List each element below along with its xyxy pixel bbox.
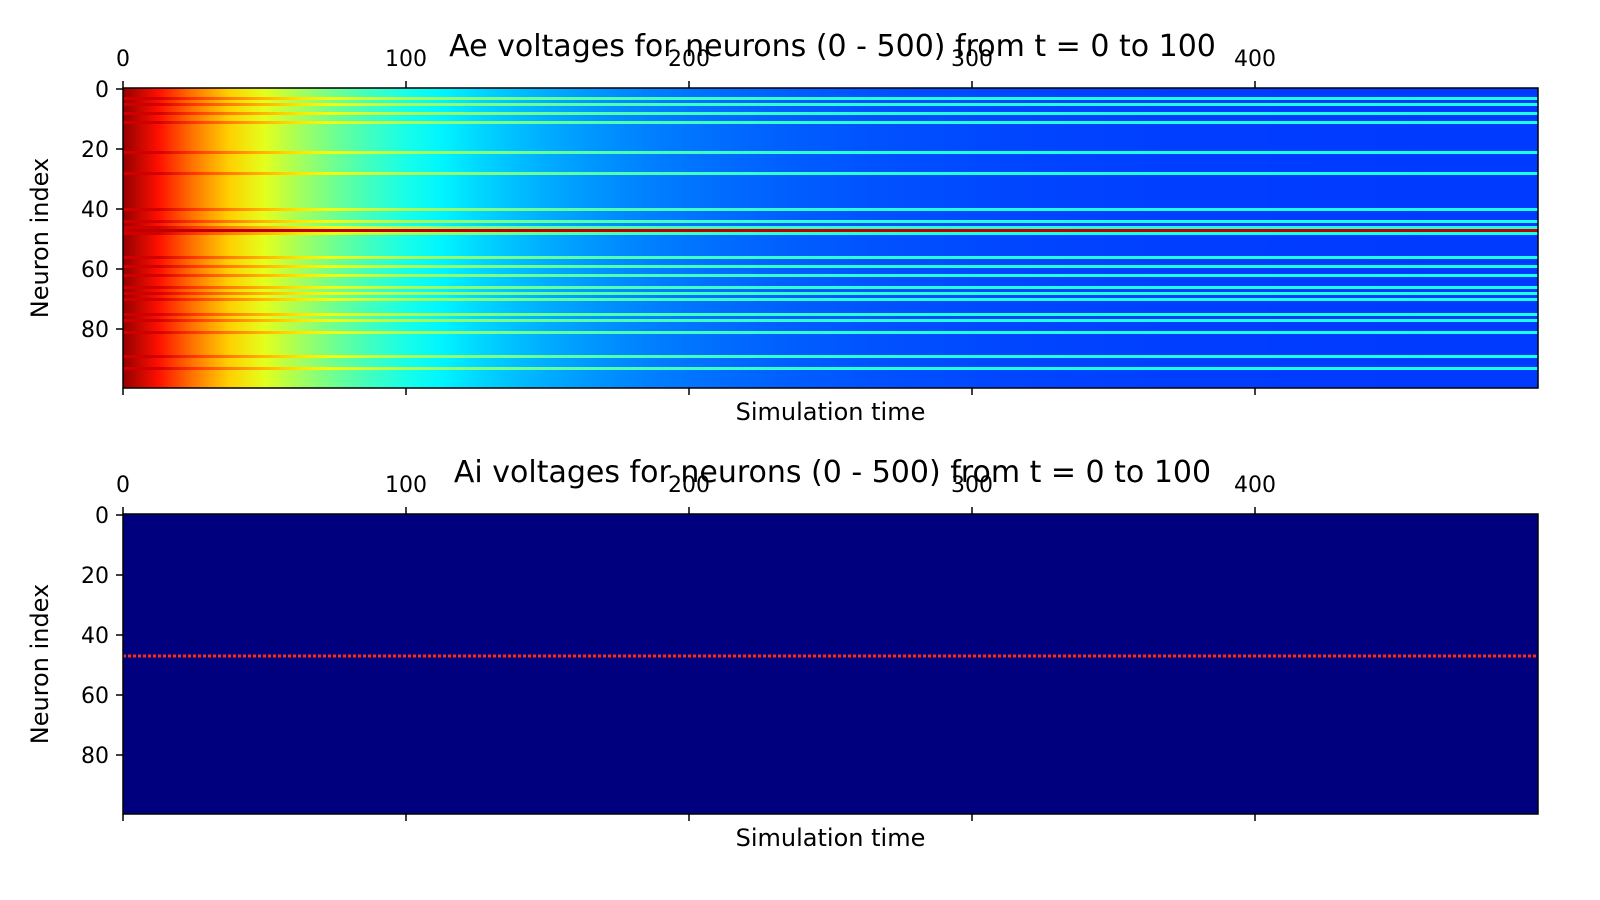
ae-bright-row [123,274,1538,277]
ae-bright-row [123,226,1538,229]
ae-bright-row [123,103,1538,106]
ae-heatmap-panel: 0 100 200 300 400 0 20 40 60 80 Ae voltages for n… [26,29,1539,426]
ae-bright-row [123,355,1538,358]
ae-bright-row [123,121,1538,124]
ae-bright-row [123,97,1538,100]
ae-bright-row [123,151,1538,154]
ae-bright-row [123,256,1538,259]
ai-y-axis-label: Neuron index [26,584,54,744]
y-tick-label: 80 [81,318,109,343]
ae-bright-row [123,367,1538,370]
ae-x-axis-label: Simulation time [736,398,926,426]
ae-heatmap-frame [122,87,1539,389]
ae-highlight-row [123,229,1538,232]
ae-bright-row [123,313,1538,316]
ai-heatmap-ticks: 0 100 200 300 400 0 20 40 60 80 [81,473,1276,821]
x-tick-label: 100 [385,473,427,498]
x-tick-label: 300 [951,473,993,498]
ai-heatmap-image [123,514,1538,814]
ae-bright-row [123,208,1538,211]
ae-chart-title: Ae voltages for neurons (0 - 500) from t… [449,29,1216,64]
ae-bright-row [123,286,1538,289]
ae-bright-row [123,319,1538,322]
ai-heatmap-frame [122,513,1539,815]
ae-bright-row [123,298,1538,301]
ae-bright-row [123,265,1538,268]
x-tick-label: 200 [668,47,710,72]
x-tick-label: 400 [1234,47,1276,72]
y-tick-label: 0 [95,78,109,103]
ae-bright-row [123,331,1538,334]
ae-heatmap-ticks: 0 100 200 300 400 0 20 40 60 80 [81,47,1276,395]
ai-heatmap-panel: 0 100 200 300 400 0 20 40 60 80 Ai voltages for n… [26,455,1539,852]
y-tick-label: 80 [81,744,109,769]
ae-bright-row [123,292,1538,295]
x-tick-label: 400 [1234,473,1276,498]
x-tick-label: 0 [116,473,130,498]
x-tick-label: 100 [385,47,427,72]
ae-heatmap-background [123,88,1538,388]
ai-x-axis-label: Simulation time [736,824,926,852]
ae-bright-row [123,232,1538,235]
ae-bright-row [123,220,1538,223]
ai-chart-title: Ai voltages for neurons (0 - 500) from t… [454,455,1211,490]
ae-y-axis-label: Neuron index [26,158,54,318]
y-tick-label: 40 [81,198,109,223]
ae-bright-row [123,172,1538,175]
y-tick-label: 60 [81,684,109,709]
y-tick-label: 20 [81,564,109,589]
x-tick-label: 0 [116,47,130,72]
x-tick-label: 300 [951,47,993,72]
ae-heatmap-image [123,88,1538,388]
y-tick-label: 0 [95,504,109,529]
y-tick-label: 40 [81,624,109,649]
x-tick-label: 200 [668,473,710,498]
y-tick-label: 60 [81,258,109,283]
ae-bright-row [123,112,1538,115]
y-tick-label: 20 [81,138,109,163]
ai-heatmap-background [123,514,1538,814]
